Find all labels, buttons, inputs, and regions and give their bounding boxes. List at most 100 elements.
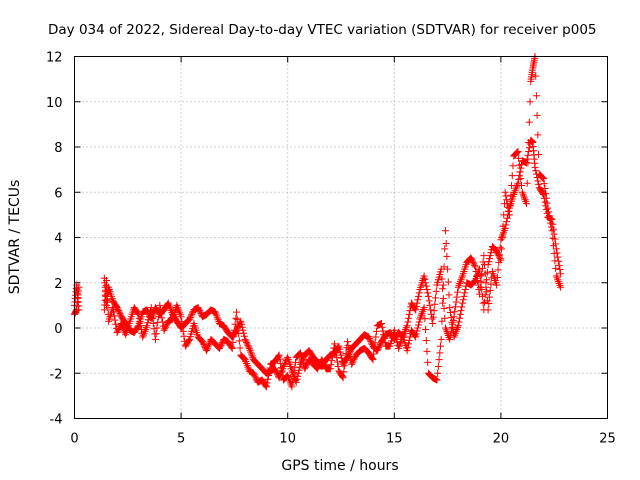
- data-point: [415, 289, 423, 297]
- data-point: [406, 307, 414, 315]
- y-tick-label: 8: [54, 141, 62, 156]
- grid-lines: [74, 56, 608, 419]
- data-point: [429, 313, 437, 321]
- data-point: [460, 292, 468, 300]
- data-point: [421, 275, 429, 283]
- data-point: [424, 292, 432, 300]
- data-point: [486, 252, 494, 260]
- data-point: [194, 304, 202, 312]
- data-point: [525, 148, 533, 156]
- data-point: [159, 318, 167, 326]
- data-point: [471, 261, 479, 269]
- data-point: [451, 308, 459, 316]
- data-point: [532, 167, 540, 175]
- data-point: [552, 245, 560, 253]
- data-point: [495, 253, 503, 261]
- data-point: [552, 264, 560, 272]
- data-point: [113, 304, 121, 312]
- data-point: [438, 275, 446, 283]
- data-point: [412, 306, 420, 314]
- y-tick-label: 10: [46, 96, 63, 111]
- data-point: [276, 355, 284, 363]
- data-point: [442, 240, 450, 248]
- data-point: [303, 360, 311, 368]
- data-point: [459, 296, 467, 304]
- data-point: [534, 177, 542, 185]
- data-point: [349, 357, 357, 365]
- data-point: [446, 304, 454, 312]
- data-point: [542, 189, 550, 197]
- data-point: [524, 159, 532, 167]
- data-point: [343, 338, 351, 346]
- data-point: [434, 369, 442, 377]
- data-point: [242, 337, 250, 345]
- data-point: [455, 318, 463, 326]
- data-point: [470, 260, 478, 268]
- data-point: [152, 335, 160, 343]
- data-point: [432, 287, 440, 295]
- data-point: [218, 340, 226, 348]
- data-point: [403, 322, 411, 330]
- data-point: [161, 323, 169, 331]
- data-point: [228, 343, 236, 351]
- data-point: [340, 368, 348, 376]
- data-point: [367, 338, 375, 346]
- data-point: [281, 359, 289, 367]
- data-point: [493, 247, 501, 255]
- data-point: [438, 317, 446, 325]
- data-point: [526, 98, 534, 106]
- data-point: [294, 369, 302, 377]
- data-point: [232, 314, 240, 322]
- data-point: [272, 366, 280, 374]
- data-point: [444, 265, 452, 273]
- data-point: [293, 375, 301, 383]
- data-point: [514, 148, 522, 156]
- data-point: [501, 188, 509, 196]
- data-point: [456, 310, 464, 318]
- data-point: [555, 261, 563, 269]
- data-point: [137, 322, 145, 330]
- data-point: [493, 273, 501, 281]
- data-point: [458, 303, 466, 311]
- data-point: [412, 303, 420, 311]
- x-tick-label: 25: [599, 432, 616, 447]
- data-point: [468, 255, 476, 263]
- data-point: [295, 366, 303, 374]
- data-point: [557, 270, 565, 278]
- data-point: [498, 245, 506, 253]
- data-point: [242, 338, 250, 346]
- data-point: [468, 257, 476, 265]
- data-point: [279, 362, 287, 370]
- data-point: [481, 298, 489, 306]
- data-point: [440, 263, 448, 271]
- data-point: [414, 292, 422, 300]
- data-point: [425, 297, 433, 305]
- data-point: [373, 347, 381, 355]
- data-point: [196, 308, 204, 316]
- data-point: [513, 149, 521, 157]
- data-point: [439, 295, 447, 303]
- data-point: [422, 279, 430, 287]
- data-point: [111, 316, 119, 324]
- data-point: [237, 317, 245, 325]
- data-point: [110, 312, 118, 320]
- data-point: [495, 252, 503, 260]
- data-point: [158, 314, 166, 322]
- data-point: [513, 148, 521, 156]
- data-point: [487, 249, 495, 257]
- data-point: [368, 355, 376, 363]
- data-point: [333, 353, 341, 361]
- data-point: [483, 276, 491, 284]
- y-tick-label: 12: [46, 51, 63, 66]
- data-point: [552, 240, 560, 248]
- data-point: [199, 339, 207, 347]
- data-point: [453, 293, 461, 301]
- data-point: [493, 281, 501, 289]
- data-point: [534, 131, 542, 139]
- data-point: [431, 300, 439, 308]
- data-point: [239, 326, 247, 334]
- data-point: [233, 308, 241, 316]
- data-point: [233, 315, 241, 323]
- data-point: [326, 365, 334, 373]
- data-point: [195, 305, 203, 313]
